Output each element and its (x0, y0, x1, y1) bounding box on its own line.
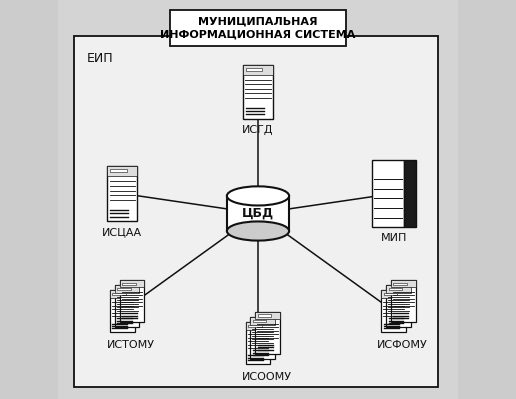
Bar (250, 317, 275, 359)
Bar (386, 285, 411, 292)
Bar (255, 312, 280, 319)
Text: ЦБД: ЦБД (242, 207, 274, 220)
Bar (107, 166, 137, 221)
Text: МУНИЦИПАЛЬНАЯ
ИНФОРМАЦИОННАЯ СИСТЕМА: МУНИЦИПАЛЬНАЯ ИНФОРМАЦИОННАЯ СИСТЕМА (160, 17, 356, 39)
Bar (404, 160, 415, 227)
Text: ИСФОМУ: ИСФОМУ (377, 340, 428, 350)
Bar (384, 293, 397, 295)
Bar (393, 282, 407, 285)
Bar (243, 65, 273, 75)
Bar (122, 282, 136, 285)
Bar (120, 280, 144, 287)
Bar (120, 280, 144, 322)
Polygon shape (227, 196, 289, 231)
Text: ЕИП: ЕИП (86, 52, 113, 65)
Bar (110, 290, 135, 298)
Bar (381, 290, 406, 332)
Bar (110, 290, 135, 332)
Ellipse shape (227, 221, 289, 241)
Bar (246, 68, 263, 71)
Bar (386, 285, 411, 327)
Bar (112, 293, 126, 295)
Bar (107, 166, 137, 176)
Bar (117, 288, 131, 290)
Bar (372, 160, 404, 227)
Bar (381, 290, 406, 298)
Text: МИП: МИП (380, 233, 407, 243)
Ellipse shape (227, 186, 289, 205)
Bar (250, 317, 275, 324)
Bar (246, 322, 270, 330)
Bar (389, 288, 402, 290)
Bar (255, 312, 280, 354)
Bar (248, 325, 262, 327)
Bar (115, 285, 139, 292)
Bar (253, 320, 266, 322)
Text: ИСООМУ: ИСООМУ (242, 372, 292, 382)
Bar (246, 322, 270, 364)
Bar (74, 36, 438, 387)
Bar (257, 314, 271, 317)
Bar (391, 280, 415, 322)
Bar (115, 285, 139, 327)
Bar (110, 169, 127, 172)
Text: ИСГД: ИСГД (242, 124, 274, 134)
Bar (391, 280, 415, 287)
Text: ИСТОМУ: ИСТОМУ (107, 340, 155, 350)
Bar (170, 10, 346, 46)
Text: ИСЦАА: ИСЦАА (102, 227, 142, 237)
Bar (243, 65, 273, 119)
